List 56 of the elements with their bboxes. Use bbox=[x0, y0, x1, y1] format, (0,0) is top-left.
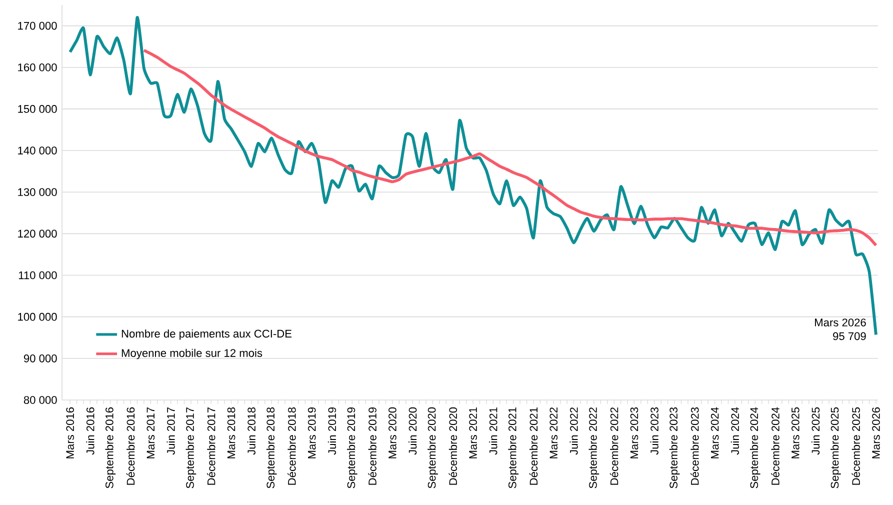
x-tick-label: Septembre 2016 bbox=[105, 407, 116, 488]
x-tick-label: Mars 2023 bbox=[630, 407, 638, 458]
y-tick-label: 170 000 bbox=[18, 22, 57, 30]
x-tick-label: Mars 2018 bbox=[227, 407, 236, 458]
x-tick-label: Juin 2023 bbox=[650, 407, 658, 455]
x-tick-label: Septembre 2017 bbox=[186, 407, 196, 488]
x-tick-label: Décembre 2019 bbox=[368, 407, 376, 485]
x-tick-label: Septembre 2021 bbox=[508, 407, 518, 488]
y-tick-label: 150 000 bbox=[18, 105, 57, 113]
x-tick-label: Mars 2019 bbox=[308, 407, 316, 458]
x-tick-label: Septembre 2018 bbox=[266, 407, 277, 488]
x-tick-label: Décembre 2022 bbox=[610, 407, 618, 485]
y-tick-label: 110 000 bbox=[18, 271, 57, 280]
y-tick-label: 130 000 bbox=[18, 188, 57, 196]
x-tick-label: Mars 2026 bbox=[872, 407, 880, 458]
y-tick-label: 120 000 bbox=[18, 230, 57, 238]
y-tick-label: 140 000 bbox=[18, 146, 57, 154]
x-tick-label: Juin 2022 bbox=[570, 407, 578, 455]
x-tick-label: Décembre 2020 bbox=[448, 407, 458, 485]
x-tick-label: Septembre 2025 bbox=[830, 407, 841, 488]
x-tick-label: Décembre 2018 bbox=[288, 407, 296, 485]
x-tick-label: Juin 2017 bbox=[166, 407, 175, 455]
y-tick-label: 100 000 bbox=[18, 312, 57, 321]
x-tick-label: Mars 2017 bbox=[146, 407, 155, 458]
x-tick-label: Juin 2025 bbox=[811, 407, 820, 455]
annotation: Mars 2026 bbox=[815, 318, 866, 326]
y-tick-label: 80 000 bbox=[24, 396, 57, 404]
x-tick-label: Mars 2016 bbox=[66, 407, 74, 458]
x-tick-label: Mars 2020 bbox=[388, 407, 396, 458]
annotation: 95 709 bbox=[833, 332, 866, 340]
x-tick-label: Décembre 2023 bbox=[690, 407, 699, 485]
x-tick-label: Juin 2020 bbox=[408, 407, 417, 455]
x-tick-label: Mars 2022 bbox=[550, 407, 558, 458]
x-tick-label: Juin 2021 bbox=[489, 407, 498, 455]
x-tick-label: Septembre 2022 bbox=[588, 407, 600, 488]
x-tick-label: Septembre 2024 bbox=[750, 407, 760, 488]
x-tick-label: Décembre 2025 bbox=[852, 407, 860, 485]
x-tick-label: Décembre 2016 bbox=[126, 407, 135, 485]
x-tick-label: Mars 2021 bbox=[469, 407, 477, 458]
y-tick-label: 90 000 bbox=[24, 354, 57, 362]
x-tick-label: Mars 2024 bbox=[710, 407, 719, 458]
line-series bbox=[142, 48, 878, 247]
x-tick-label: Septembre 2019 bbox=[346, 407, 358, 488]
x-tick-label: Juin 2016 bbox=[86, 407, 94, 455]
x-tick-label: Décembre 2017 bbox=[206, 407, 216, 485]
legend-label: Nombre de paiements aux CCI-DE bbox=[122, 329, 292, 340]
x-tick-label: Juin 2024 bbox=[730, 407, 740, 455]
x-tick-label: Décembre 2024 bbox=[771, 407, 780, 485]
legend-label: Moyenne mobile sur 12 mois bbox=[122, 348, 262, 360]
x-tick-label: Septembre 2023 bbox=[669, 407, 680, 488]
y-tick-label: 160 000 bbox=[18, 63, 57, 72]
x-tick-label: Mars 2025 bbox=[791, 407, 800, 458]
x-tick-label: Juin 2019 bbox=[328, 407, 336, 455]
x-tick-label: Décembre 2021 bbox=[529, 407, 538, 485]
x-tick-label: Juin 2018 bbox=[247, 407, 256, 455]
x-tick-label: Septembre 2020 bbox=[428, 407, 438, 488]
